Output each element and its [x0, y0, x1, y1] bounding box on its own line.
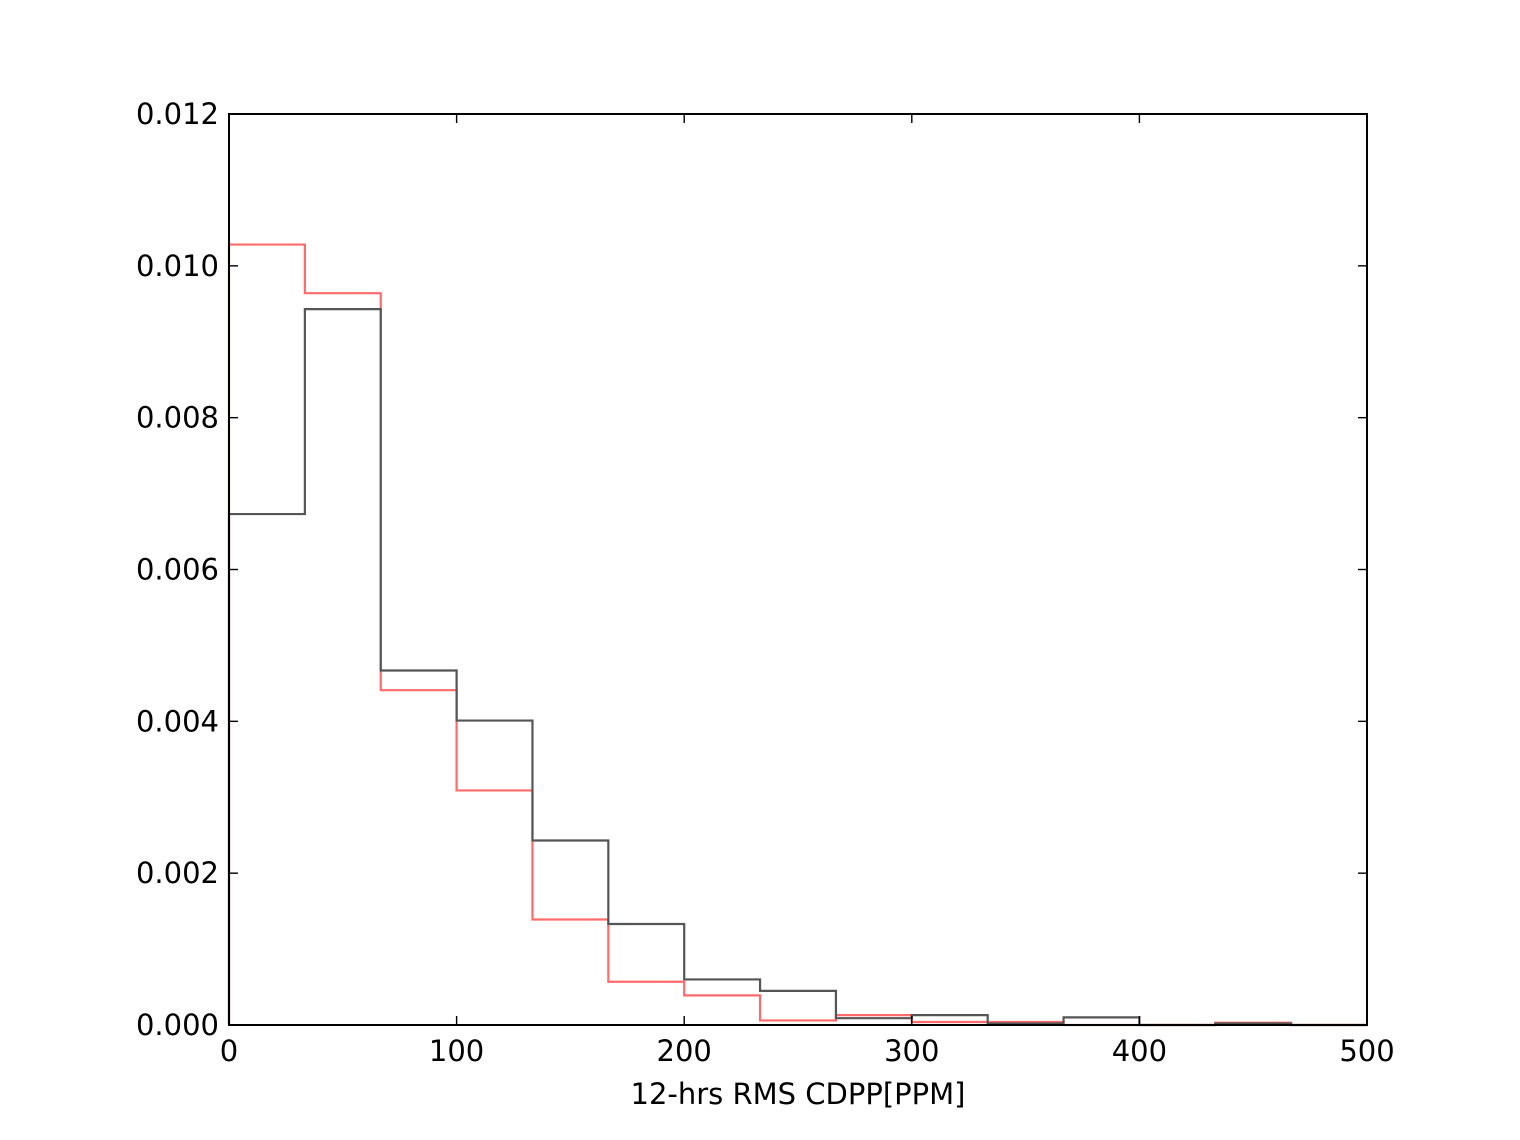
y-tick-label: 0.008 [136, 401, 219, 435]
x-tick-label: 0 [220, 1034, 238, 1068]
y-tick-label: 0.004 [136, 704, 219, 738]
x-tick-label: 500 [1339, 1034, 1394, 1068]
x-tick-label: 100 [429, 1034, 484, 1068]
x-tick-label: 400 [1112, 1034, 1167, 1068]
y-tick-label: 0.010 [136, 249, 219, 283]
ticks-layer [228, 113, 1368, 1026]
x-tick-label: 300 [884, 1034, 939, 1068]
y-tick-label: 0.000 [136, 1008, 219, 1042]
histogram-series-1 [227, 243, 1367, 1027]
histogram-series-2 [227, 308, 1367, 1027]
x-tick-label: 200 [657, 1034, 712, 1068]
plot-frame [228, 113, 1368, 1026]
x-axis-title: 12-hrs RMS CDPP[PPM] [631, 1077, 966, 1111]
y-tick-label: 0.006 [136, 553, 219, 587]
series-layer [227, 243, 1367, 1027]
tick-labels-layer: 0 100 200 300 400 500 0.000 0.002 0.004 0.006 0.00… [136, 97, 1395, 1068]
y-tick-label: 0.012 [136, 97, 219, 131]
y-tick-label: 0.002 [136, 856, 219, 890]
